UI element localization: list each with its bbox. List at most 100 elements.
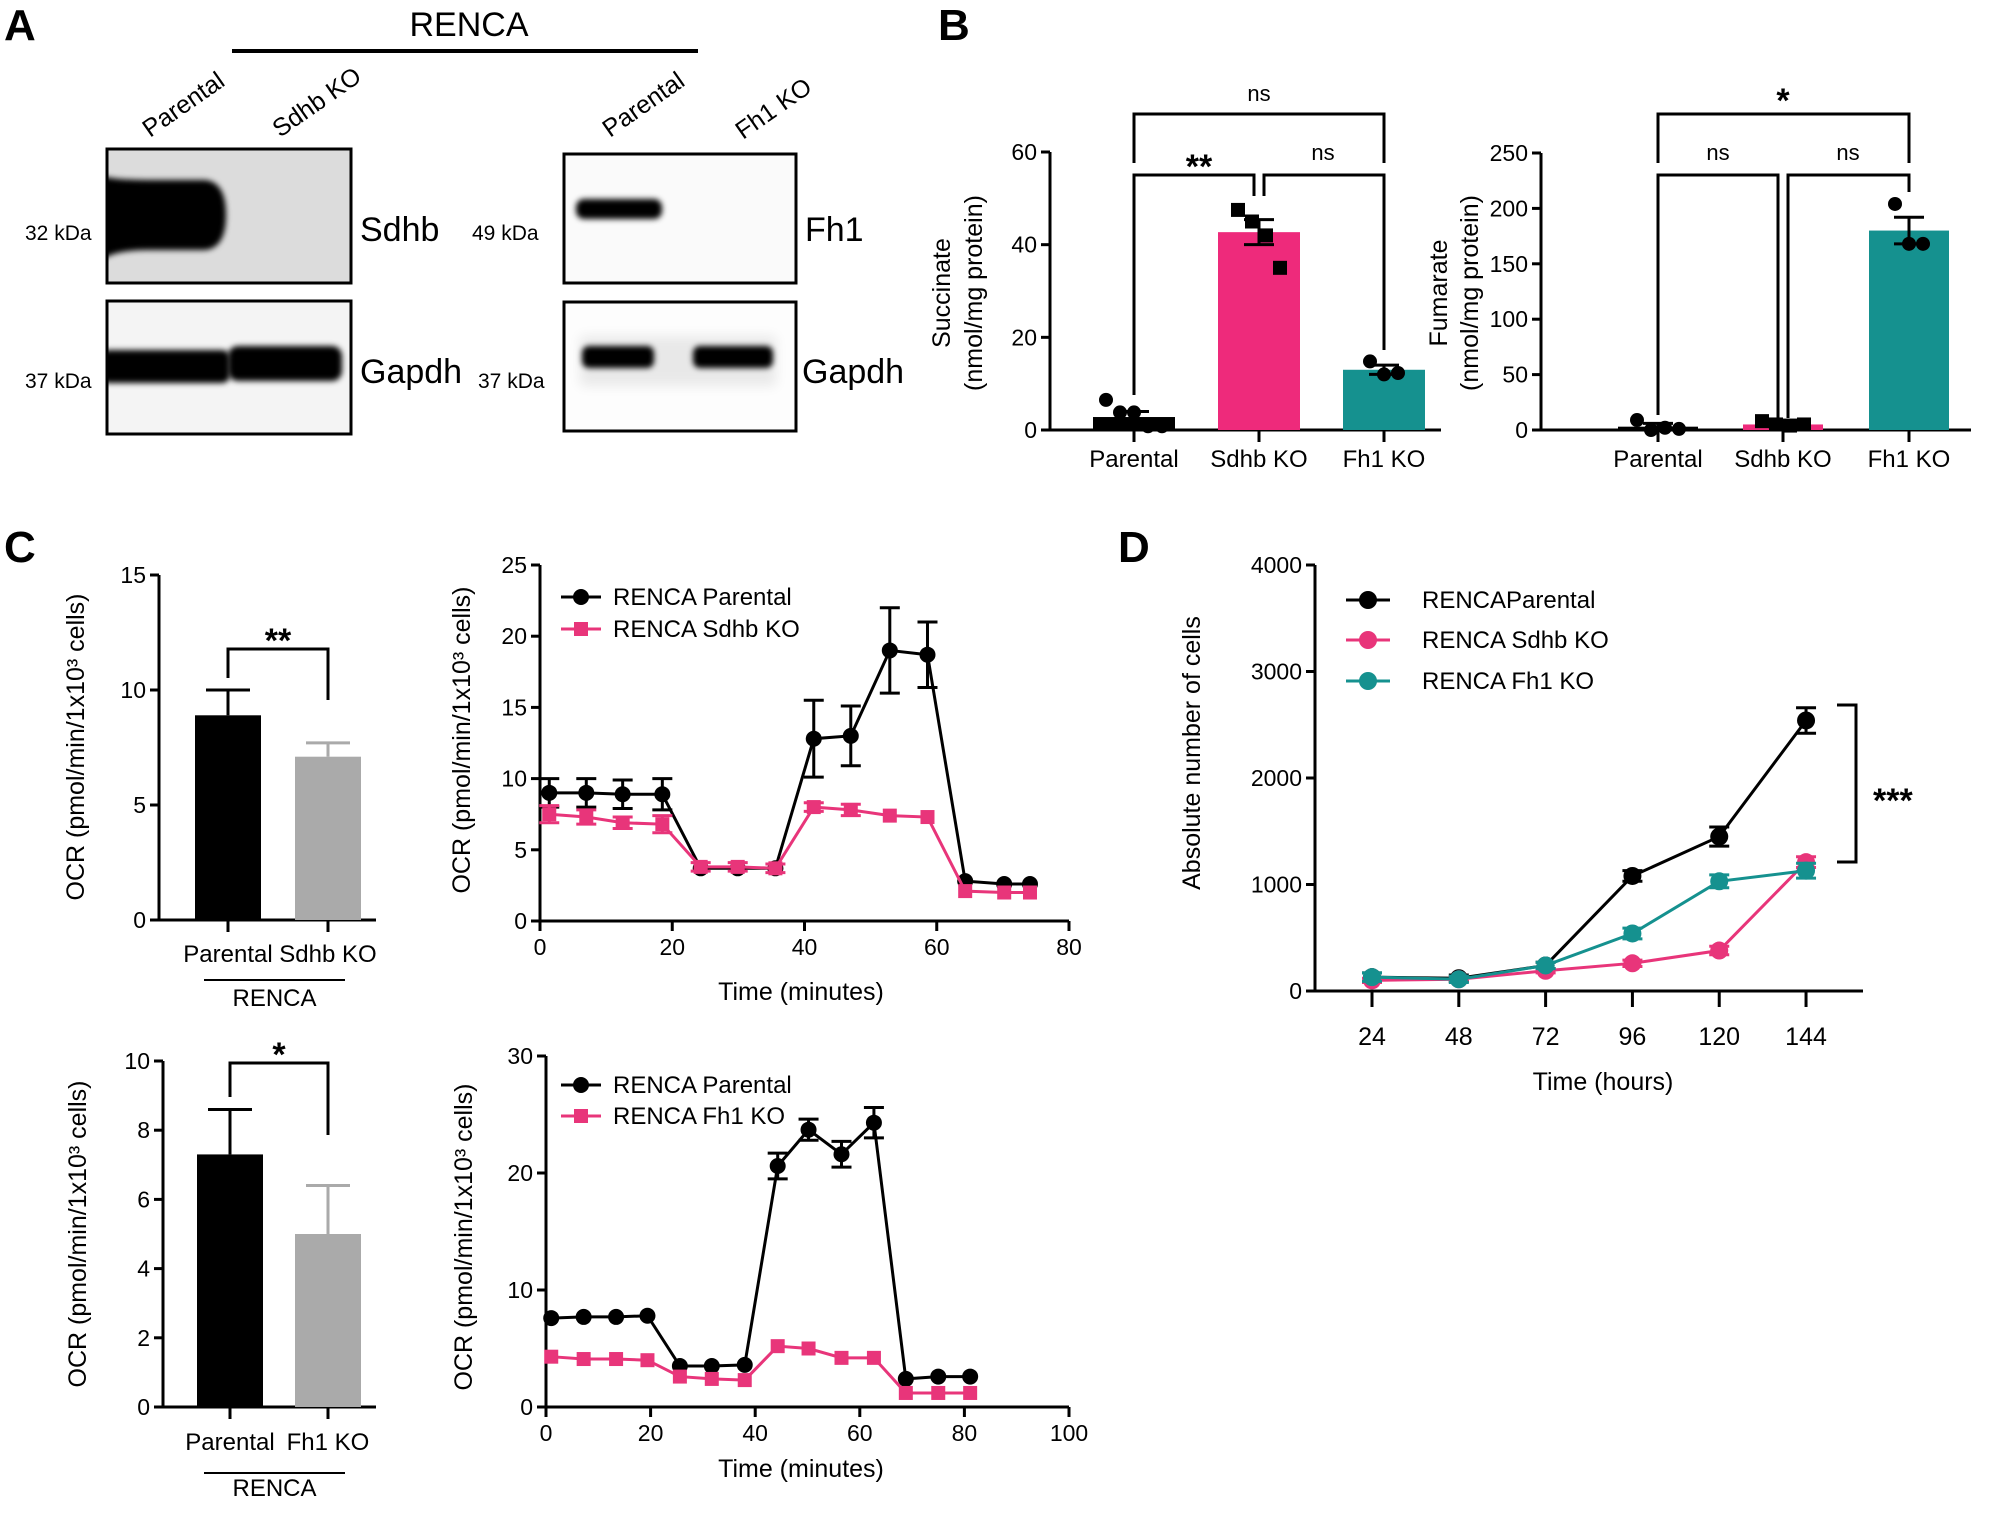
y-axis-title: OCR (pmol/min/1x10³ cells) [62, 593, 90, 900]
data-point-square [615, 815, 630, 830]
y-tick-label: 0 [137, 1394, 150, 1420]
lane-label: Fh1 KO [730, 73, 817, 145]
western-blot-panel: RENCA Parental Sdhb KO Parental Fh1 KO [25, 6, 904, 436]
blot-title: RENCA [409, 6, 528, 44]
significance-bracket: ns [1786, 140, 1911, 418]
data-point-circle [1363, 354, 1377, 369]
category-label: Fh1 KO [1868, 446, 1951, 473]
bar [195, 715, 261, 920]
x-tick-label: 96 [1619, 1023, 1647, 1051]
significance-bracket: *** [1837, 703, 1913, 864]
x-tick-label: 40 [792, 934, 818, 960]
bar-chart-3: 0 2 4 6 8 10 Parental Fh1 KO OCR (pmol/min/1x10³… [64, 1036, 376, 1502]
blot-band [576, 199, 662, 219]
y-tick-label: 250 [1490, 140, 1528, 166]
y-tick-label: 30 [507, 1043, 533, 1069]
data-point-circle [1363, 968, 1381, 987]
data-point-circle [1113, 405, 1127, 420]
bar [295, 756, 361, 920]
legend-label: RENCA Fh1 KO [1422, 668, 1594, 695]
data-point-square [737, 1373, 752, 1388]
data-point-circle [1536, 956, 1555, 975]
lane-label: Parental [137, 67, 229, 143]
data-point-square [542, 807, 557, 822]
data-point-square [704, 1371, 719, 1386]
data-point-circle [1141, 419, 1155, 434]
data-point-circle [769, 1157, 786, 1174]
bracket-line [226, 647, 330, 700]
data-point-circle [1797, 711, 1816, 730]
data-point-circle [1630, 413, 1644, 428]
y-tick-label: 0 [133, 907, 146, 933]
y-tick-label: 3000 [1251, 659, 1302, 685]
data-point-circle [614, 786, 631, 803]
bracket-line [1837, 703, 1858, 864]
data-point-square [882, 808, 897, 823]
x-tick-label: 20 [638, 1420, 664, 1446]
category-label: Fh1 KO [287, 1429, 370, 1456]
x-tick-label: 144 [1785, 1023, 1827, 1051]
bracket-line [1786, 173, 1911, 418]
data-point-square [544, 1349, 559, 1364]
data-point-square [1259, 228, 1273, 243]
significance-label: ** [265, 622, 292, 660]
significance-label: ns [1836, 140, 1859, 165]
bracket-line [1132, 173, 1256, 395]
y-tick-label: 40 [1011, 232, 1037, 258]
data-point-circle [575, 1308, 592, 1325]
bracket-line [1656, 173, 1780, 418]
y-tick-label: 4 [137, 1256, 150, 1282]
y-axis-title: Absolute number of cells [1178, 616, 1206, 890]
data-point-square [655, 817, 670, 832]
y-tick-label: 4000 [1251, 552, 1302, 578]
series-renca-parental [543, 1105, 979, 1387]
data-point-square [806, 800, 821, 815]
blot-gapdh-left [105, 299, 353, 436]
legend-label: RENCA Parental [613, 584, 792, 611]
data-point-circle [703, 1358, 720, 1375]
x-tick-label: 40 [742, 1420, 768, 1446]
data-point-square [1231, 202, 1245, 217]
y-tick-label: 0 [1024, 417, 1037, 443]
data-point-square [801, 1341, 816, 1356]
data-point-circle [865, 1114, 882, 1131]
data-point-circle [1623, 924, 1642, 943]
series-rencaparental [1362, 706, 1817, 988]
data-point-square [579, 810, 594, 825]
data-point-square [730, 859, 745, 874]
data-point-square [574, 622, 588, 636]
legend-item: RENCA Fh1 KO [561, 1103, 785, 1130]
x-tick-label: 60 [924, 934, 950, 960]
data-point-circle [919, 646, 936, 663]
data-point-square [609, 1352, 624, 1367]
legend-label: RENCA Sdhb KO [1422, 627, 1609, 654]
significance-label: ns [1706, 140, 1729, 165]
group-label: RENCA [232, 1475, 316, 1502]
blot-frame [562, 152, 798, 285]
legend-item: RENCA Parental [561, 584, 792, 611]
kda-label: 37 kDa [25, 370, 92, 393]
category-label: Parental [1089, 446, 1178, 473]
protein-label: Gapdh [802, 353, 904, 391]
data-point-circle [1710, 941, 1729, 960]
y-axis-title: OCR (pmol/min/1x10³ cells) [64, 1080, 92, 1387]
bracket-line [1262, 173, 1386, 350]
legend-label: RENCA Fh1 KO [613, 1103, 785, 1130]
y-tick-label: 2 [137, 1325, 150, 1351]
data-point-square [931, 1385, 946, 1400]
lane-label: Sdhb KO [267, 62, 366, 143]
significance-label: * [272, 1036, 286, 1074]
significance-label: ns [1311, 140, 1334, 165]
protein-label: Sdhb [360, 211, 439, 249]
kda-label: 37 kDa [478, 370, 545, 393]
y-axis-title: Fumarate [1425, 240, 1453, 347]
data-point-circle [573, 1077, 589, 1093]
data-point-square [1769, 417, 1783, 432]
data-point-circle [639, 1307, 656, 1324]
blot-frame [105, 299, 353, 436]
series-renca-fh1-ko [1362, 861, 1817, 989]
data-point-circle [1902, 236, 1916, 251]
y-tick-label: 2000 [1251, 765, 1302, 791]
y-tick-label: 0 [1515, 417, 1528, 443]
